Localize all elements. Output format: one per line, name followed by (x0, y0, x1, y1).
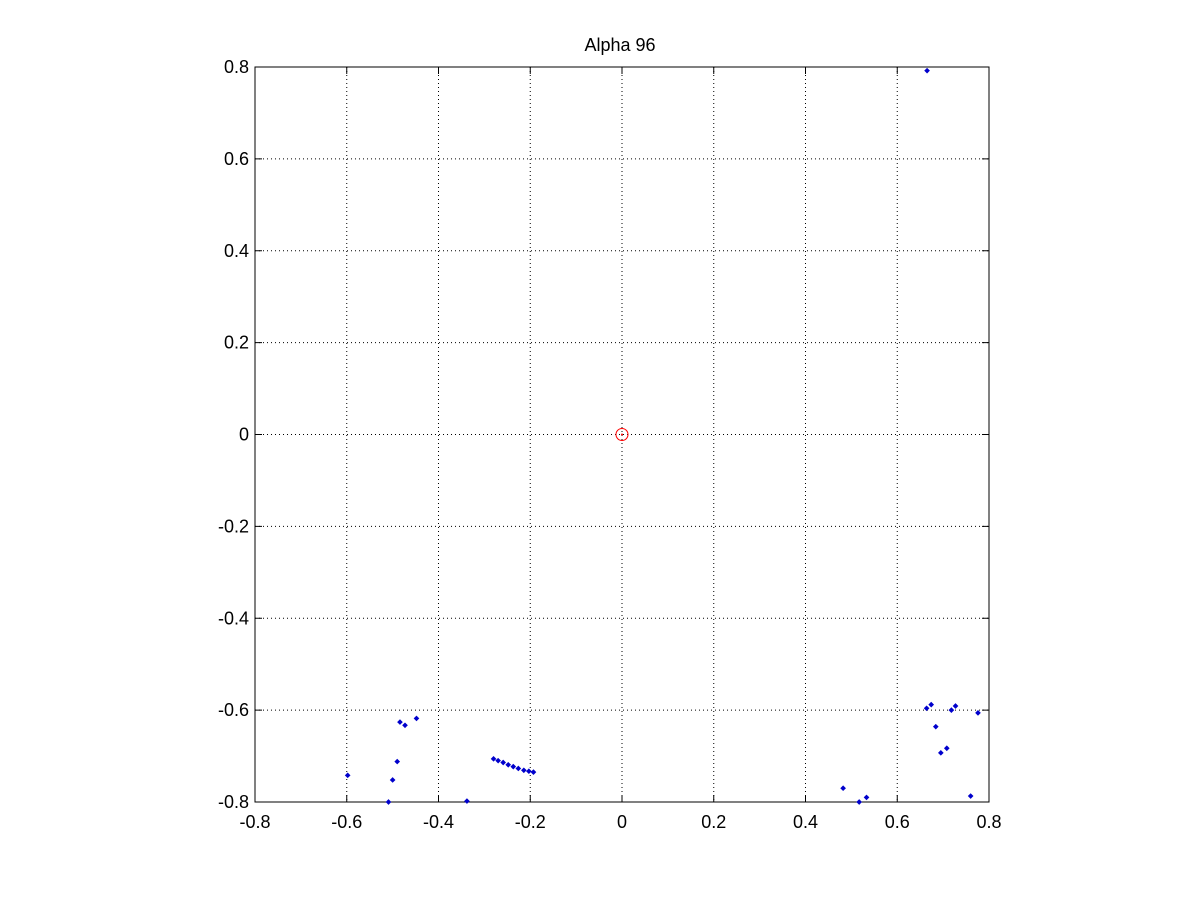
y-tick-label: 0.4 (224, 241, 249, 261)
data-point (520, 767, 527, 774)
x-tick-label: 0.6 (885, 812, 910, 832)
grid (255, 67, 989, 802)
data-point (952, 703, 959, 709)
data-point (975, 710, 981, 716)
x-tick-label: -0.6 (331, 812, 362, 832)
x-tick-label: 0.2 (701, 812, 726, 832)
data-point (943, 745, 950, 752)
data-point (505, 761, 512, 768)
data-point (840, 785, 846, 792)
x-axis-tick-labels: -0.8 -0.6 -0.4 -0.2 0 0.2 0.4 0.6 0.8 (239, 812, 1001, 832)
data-point (938, 750, 944, 756)
y-tick-label: -0.6 (218, 700, 249, 720)
x-tick-label: 0.8 (976, 812, 1001, 832)
y-tick-label: -0.8 (218, 792, 249, 812)
y-tick-label: 0 (239, 425, 249, 445)
data-point (526, 768, 532, 775)
y-tick-label: 0.2 (224, 333, 249, 353)
y-tick-label: -0.2 (218, 516, 249, 536)
data-point (500, 759, 507, 766)
data-point (402, 722, 408, 729)
data-points (344, 67, 981, 805)
data-point (923, 705, 930, 712)
y-axis-tick-labels: 0.8 0.6 0.4 0.2 0 -0.2 -0.4 -0.6 -0.8 (218, 57, 249, 812)
data-point (948, 707, 955, 713)
x-tick-label: -0.8 (239, 812, 270, 832)
data-point (928, 701, 935, 708)
data-point (530, 769, 537, 775)
x-tick-label: 0.4 (793, 812, 818, 832)
data-point (967, 793, 974, 799)
chart-title: Alpha 96 (584, 35, 655, 55)
data-point (863, 794, 870, 801)
data-point (397, 719, 403, 725)
y-tick-label: -0.4 (218, 608, 249, 628)
data-point (515, 765, 522, 772)
data-point (344, 772, 351, 779)
x-tick-label: -0.4 (423, 812, 454, 832)
x-tick-label: 0 (617, 812, 627, 832)
data-point (490, 755, 497, 762)
data-point (856, 799, 863, 805)
data-point (495, 757, 501, 764)
data-point (389, 777, 396, 783)
data-point (464, 798, 470, 804)
data-point (932, 723, 939, 730)
axis-ticks (254, 66, 990, 803)
origin-center-dot (621, 433, 623, 436)
y-tick-label: 0.8 (224, 57, 249, 77)
y-tick-label: 0.6 (224, 149, 249, 169)
origin-marker (615, 428, 629, 441)
data-point (394, 758, 401, 765)
data-point (413, 715, 420, 722)
data-point (385, 799, 392, 805)
x-tick-label: -0.2 (515, 812, 546, 832)
data-point (510, 763, 517, 770)
data-point (924, 67, 930, 74)
